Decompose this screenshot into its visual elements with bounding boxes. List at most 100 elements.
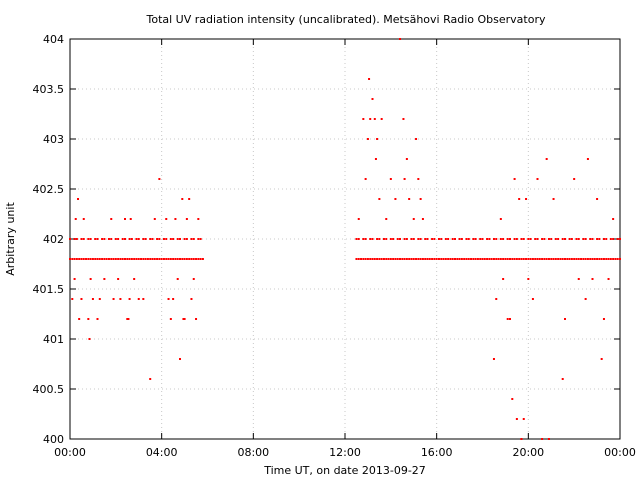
- data-point: [373, 258, 376, 260]
- data-point: [137, 298, 140, 300]
- data-point: [156, 258, 159, 260]
- data-point: [584, 238, 587, 240]
- data-point: [192, 278, 195, 280]
- data-point: [195, 318, 198, 320]
- data-point: [509, 238, 511, 240]
- data-point: [183, 258, 186, 260]
- x-tick-label: 12:00: [329, 446, 361, 459]
- data-point: [470, 258, 473, 260]
- data-point: [591, 238, 594, 240]
- data-point: [371, 258, 374, 260]
- data-point: [394, 258, 397, 260]
- data-point: [73, 278, 76, 280]
- x-tick-label: 04:00: [146, 446, 178, 459]
- data-point: [529, 238, 532, 240]
- data-point: [573, 178, 576, 180]
- data-point: [511, 398, 514, 400]
- data-point: [117, 258, 120, 260]
- data-point: [176, 258, 179, 260]
- x-tick-label: 00:00: [54, 446, 86, 459]
- data-point: [357, 258, 360, 260]
- data-point: [547, 238, 550, 240]
- data-point: [412, 258, 415, 260]
- data-point: [456, 258, 459, 260]
- data-point: [133, 278, 136, 280]
- data-point: [119, 298, 122, 300]
- data-point: [158, 238, 161, 240]
- data-point: [582, 258, 585, 260]
- data-point: [96, 258, 99, 260]
- data-point: [374, 158, 377, 160]
- data-point: [506, 258, 509, 260]
- data-point: [598, 258, 601, 260]
- data-point: [199, 258, 202, 260]
- y-tick-label: 400: [43, 433, 64, 446]
- data-point: [481, 238, 484, 240]
- data-point: [598, 238, 601, 240]
- data-point: [396, 258, 399, 260]
- data-point: [559, 258, 562, 260]
- data-point: [525, 198, 528, 200]
- data-point: [185, 238, 188, 240]
- data-point: [167, 298, 170, 300]
- data-point: [421, 258, 424, 260]
- data-point: [584, 258, 587, 260]
- data-point: [158, 178, 161, 180]
- data-point: [568, 238, 571, 240]
- data-point: [554, 238, 557, 240]
- y-tick-label: 403.5: [33, 83, 65, 96]
- data-point: [160, 258, 163, 260]
- data-point: [502, 258, 505, 260]
- data-point: [474, 238, 477, 240]
- data-point: [586, 158, 589, 160]
- data-point: [536, 178, 539, 180]
- data-point: [364, 178, 367, 180]
- data-point: [165, 258, 168, 260]
- data-point: [82, 258, 85, 260]
- data-point: [382, 238, 385, 240]
- data-point: [142, 298, 145, 300]
- data-point: [509, 318, 511, 320]
- data-point: [110, 258, 113, 260]
- data-point: [447, 258, 450, 260]
- data-point: [389, 258, 392, 260]
- data-point: [509, 258, 511, 260]
- data-point: [149, 258, 152, 260]
- data-point: [179, 258, 181, 260]
- data-point: [91, 298, 94, 300]
- data-point: [135, 258, 138, 260]
- data-point: [467, 238, 470, 240]
- data-point: [385, 218, 388, 220]
- data-point: [405, 238, 408, 240]
- data-point: [444, 238, 447, 240]
- data-point: [169, 238, 172, 240]
- data-point: [357, 218, 360, 220]
- data-point: [522, 418, 525, 420]
- data-point: [172, 258, 175, 260]
- data-point: [437, 258, 440, 260]
- x-tick-labels: 00:00 04:00 08:00 12:00 16:00 20:00 00:00: [54, 446, 636, 459]
- data-point: [467, 258, 470, 260]
- x-tick-label: 20:00: [512, 446, 544, 459]
- data-point: [153, 258, 156, 260]
- data-point: [515, 258, 518, 260]
- data-point: [121, 258, 124, 260]
- data-point: [144, 258, 147, 260]
- data-point: [596, 258, 599, 260]
- data-point: [364, 238, 367, 240]
- data-point: [80, 298, 83, 300]
- data-point: [531, 298, 534, 300]
- x-tick-label: 16:00: [421, 446, 453, 459]
- data-point: [199, 238, 202, 240]
- data-point: [107, 258, 110, 260]
- data-point: [181, 198, 184, 200]
- data-point: [172, 298, 175, 300]
- data-point: [557, 258, 560, 260]
- data-point: [541, 438, 544, 440]
- data-point: [96, 238, 99, 240]
- data-point: [417, 238, 420, 240]
- data-point: [362, 118, 365, 120]
- data-point: [91, 258, 94, 260]
- data-point: [557, 238, 560, 240]
